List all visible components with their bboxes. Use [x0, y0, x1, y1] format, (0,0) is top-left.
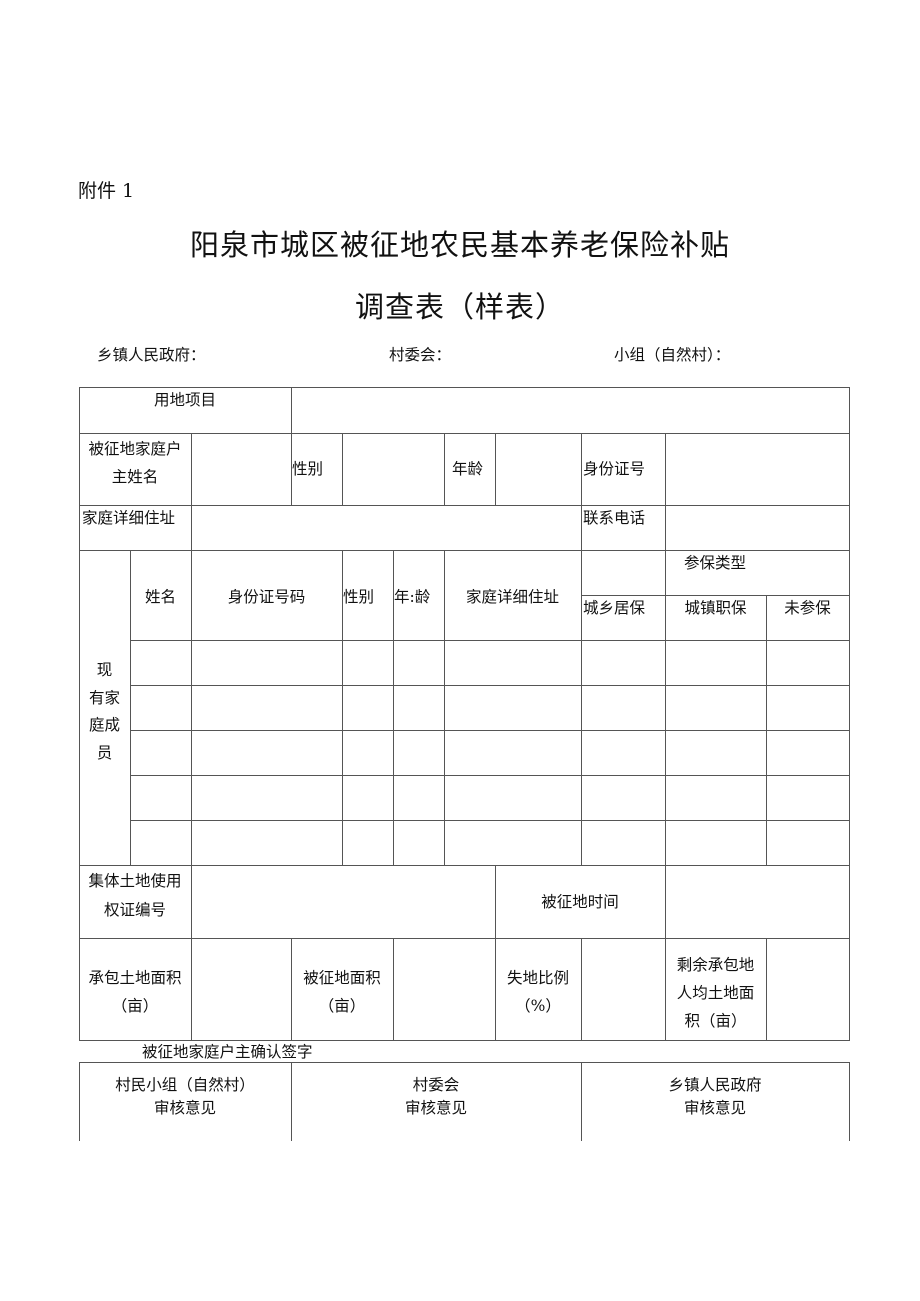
- grid-line-horizontal: [130, 640, 850, 641]
- grid-line-vertical: [581, 433, 582, 866]
- members-label-4: 员: [96, 744, 113, 762]
- land-project-label: 用地项目: [153, 391, 216, 409]
- contracted-area-label-1: 承包土地面积: [88, 969, 182, 987]
- grid-line-horizontal: [79, 865, 850, 866]
- grid-line-vertical: [291, 938, 292, 1041]
- insurance-option-none: 未参保: [784, 599, 831, 617]
- grid-line-vertical: [444, 433, 445, 506]
- members-label-1: 现: [96, 661, 113, 679]
- expropriation-time-label: 被征地时间: [541, 893, 619, 911]
- grid-line-horizontal: [79, 387, 850, 388]
- insurance-type-header: 参保类型: [683, 554, 746, 572]
- grid-line-vertical: [291, 387, 292, 506]
- remaining-label-3: 积（亩）: [684, 1012, 747, 1030]
- grid-line-horizontal: [130, 685, 850, 686]
- grid-line-vertical: [581, 1062, 582, 1141]
- remaining-label-1: 剩余承包地: [676, 956, 755, 974]
- insurance-option-urban-employee: 城镇职保: [684, 599, 747, 617]
- members-label-2: 有家: [88, 689, 120, 707]
- member-age-header: 年:龄: [394, 588, 431, 606]
- grid-line-vertical: [130, 550, 131, 866]
- grid-line-vertical: [191, 433, 192, 1041]
- grid-line-vertical: [79, 387, 80, 1041]
- grid-line-vertical: [581, 938, 582, 1041]
- grid-line-vertical: [444, 550, 445, 866]
- member-name-header: 姓名: [144, 588, 176, 606]
- collective-cert-label-2: 权证编号: [103, 901, 166, 919]
- member-id-header: 身份证号码: [227, 588, 306, 606]
- grid-line-vertical: [342, 550, 343, 866]
- grid-line-vertical: [342, 433, 343, 506]
- grid-line-horizontal: [130, 730, 850, 731]
- grid-line-horizontal: [79, 1062, 850, 1063]
- signature-label: 被征地家庭户主确认签字: [142, 1043, 313, 1061]
- grid-line-vertical: [665, 433, 666, 1041]
- id-number-label: 身份证号: [583, 460, 646, 478]
- grid-line-horizontal: [79, 505, 850, 506]
- review-group-2: 审核意见: [153, 1099, 216, 1117]
- grid-line-vertical: [495, 865, 496, 1041]
- grid-line-vertical: [849, 387, 850, 1041]
- grid-line-vertical: [393, 550, 394, 866]
- grid-line-vertical: [766, 938, 767, 1041]
- review-township-1: 乡镇人民政府: [668, 1076, 762, 1094]
- expropriated-area-label-1: 被征地面积: [303, 969, 381, 987]
- grid-line-vertical: [79, 1062, 80, 1141]
- review-township-2: 审核意见: [683, 1099, 746, 1117]
- document-title-line2: 调查表（样表）: [354, 290, 565, 324]
- grid-line-horizontal: [79, 1040, 850, 1041]
- review-group-1: 村民小组（自然村）: [115, 1076, 255, 1094]
- grid-line-horizontal: [79, 938, 850, 939]
- grid-line-vertical: [393, 938, 394, 1041]
- township-field: 乡镇人民政府：: [97, 346, 206, 364]
- grid-line-horizontal: [130, 775, 850, 776]
- gender-label: 性别: [292, 460, 324, 478]
- age-label: 年龄: [452, 460, 484, 478]
- contracted-area-label-2: （亩）: [111, 997, 159, 1015]
- attachment-label: 附件 1: [78, 180, 135, 202]
- expropriated-area-label-2: （亩）: [318, 997, 366, 1015]
- insurance-option-urban-rural: 城乡居保: [583, 599, 646, 617]
- grid-line-vertical: [291, 1062, 292, 1141]
- member-gender-header: 性别: [343, 588, 375, 606]
- review-committee-2: 审核意见: [404, 1099, 467, 1117]
- document-title-line1: 阳泉市城区被征地农民基本养老保险补贴: [189, 228, 730, 262]
- grid-line-horizontal: [130, 820, 850, 821]
- loss-ratio-label-2: （%）: [515, 997, 561, 1015]
- loss-ratio-label-1: 失地比例: [506, 969, 569, 987]
- grid-line-vertical: [766, 595, 767, 866]
- member-address-header: 家庭详细住址: [465, 588, 559, 606]
- collective-cert-label-1: 集体土地使用: [88, 872, 182, 890]
- grid-line-vertical: [849, 1062, 850, 1141]
- householder-name-label-1: 被征地家庭户: [88, 440, 182, 458]
- group-field: 小组（自然村）：: [614, 346, 731, 364]
- grid-line-horizontal: [79, 550, 850, 551]
- remaining-label-2: 人均土地面: [676, 984, 755, 1002]
- householder-name-label-2: 主姓名: [111, 468, 159, 486]
- members-label-3: 庭成: [88, 716, 120, 734]
- grid-line-vertical: [495, 433, 496, 506]
- home-address-label: 家庭详细住址: [82, 509, 176, 527]
- village-committee-field: 村委会：: [389, 346, 452, 364]
- review-committee-1: 村委会: [412, 1076, 460, 1094]
- grid-line-horizontal: [581, 595, 850, 596]
- grid-line-horizontal: [79, 433, 850, 434]
- phone-label: 联系电话: [583, 509, 646, 527]
